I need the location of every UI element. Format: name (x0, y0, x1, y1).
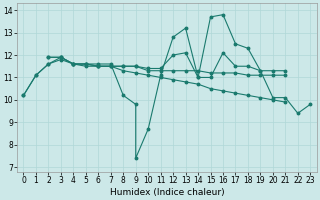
X-axis label: Humidex (Indice chaleur): Humidex (Indice chaleur) (109, 188, 224, 197)
